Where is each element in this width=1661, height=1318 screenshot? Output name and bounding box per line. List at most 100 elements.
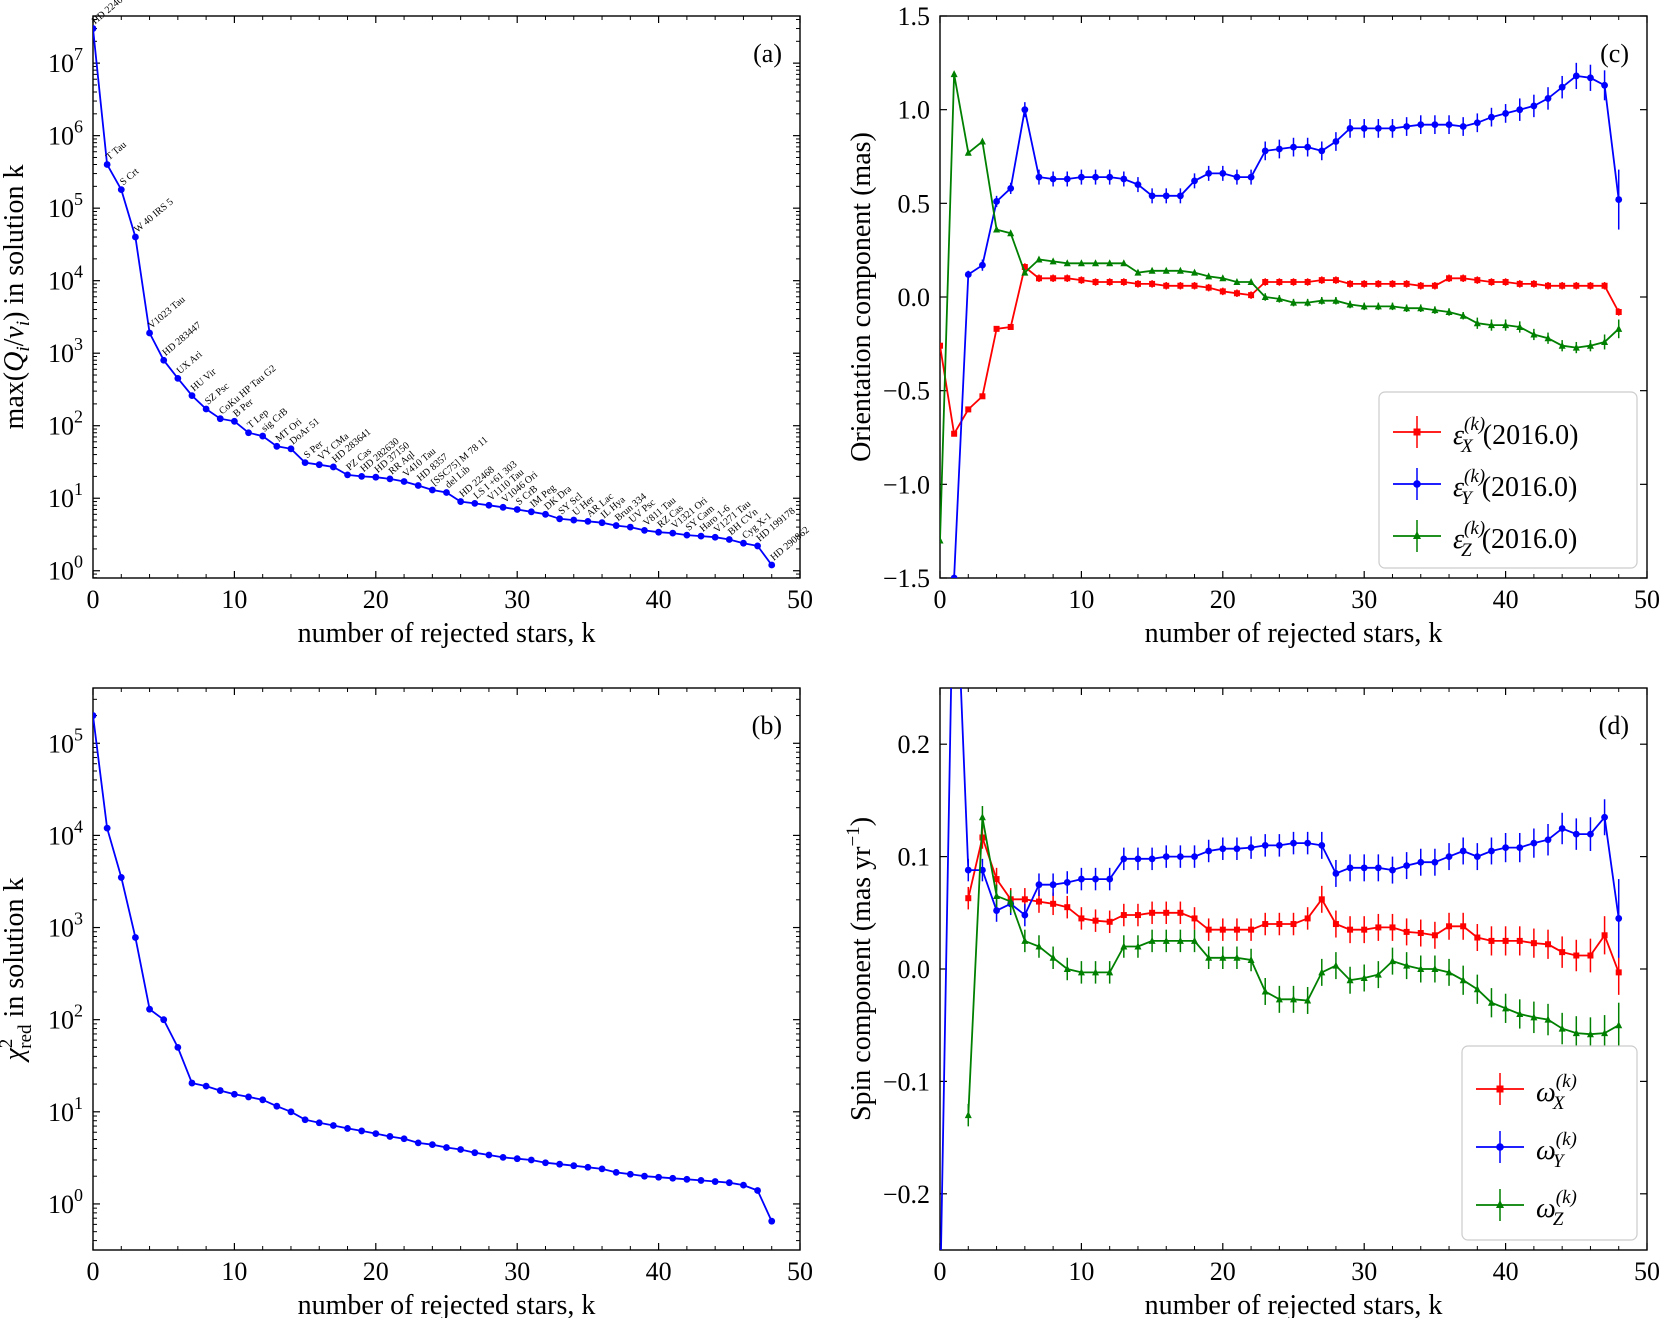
x-tick-label: 20 xyxy=(1210,1257,1236,1286)
data-point xyxy=(1403,304,1411,312)
data-point xyxy=(1219,953,1227,961)
y-tick-label: 0.2 xyxy=(898,730,931,759)
axes-frame xyxy=(92,687,801,1251)
data-point xyxy=(414,1139,422,1147)
data-point xyxy=(754,1187,761,1194)
data-point xyxy=(1262,921,1269,928)
x-tick-label: 20 xyxy=(363,1257,389,1286)
y-tick-label: 106 xyxy=(48,117,83,151)
data-point xyxy=(1247,844,1255,852)
data-point xyxy=(1007,184,1015,192)
data-point xyxy=(1007,229,1015,237)
x-tick-label: 40 xyxy=(1493,585,1519,614)
data-point xyxy=(1502,937,1509,944)
data-point xyxy=(1092,259,1100,267)
data-point xyxy=(1516,322,1524,330)
plot-area xyxy=(940,688,1623,1250)
data-point xyxy=(1248,292,1255,299)
data-point xyxy=(1530,330,1538,338)
legend-sub: Z xyxy=(1553,1209,1564,1230)
plot-area xyxy=(93,25,776,569)
y-tick-label: 105 xyxy=(48,189,83,223)
data-point xyxy=(1191,177,1198,185)
data-point xyxy=(1007,897,1015,905)
data-point xyxy=(669,1174,677,1182)
x-tick-label: 20 xyxy=(1210,585,1236,614)
data-point xyxy=(1262,279,1269,286)
data-point xyxy=(964,866,972,874)
data-point xyxy=(1035,173,1043,181)
panel-label: (a) xyxy=(753,39,782,68)
legend-sub: Y xyxy=(1461,488,1474,509)
data-point xyxy=(1516,844,1524,852)
data-point xyxy=(1092,279,1099,286)
data-point xyxy=(1332,277,1339,284)
data-point xyxy=(965,895,972,902)
data-point xyxy=(1474,934,1481,941)
data-point xyxy=(1021,936,1029,944)
data-point xyxy=(1247,173,1255,181)
data-point xyxy=(400,1135,408,1143)
data-point xyxy=(1304,839,1312,847)
y-tick-base: 10 xyxy=(48,729,74,758)
data-point xyxy=(1078,915,1085,922)
x-tick-label: 0 xyxy=(934,585,947,614)
data-point xyxy=(1615,1021,1623,1029)
legend-label: ε(k) Y (2016.0) xyxy=(1453,466,1577,509)
legend-label: ω(k) Z xyxy=(1536,1187,1577,1230)
y-tick-base: 10 xyxy=(48,821,74,850)
x-tick-label: 0 xyxy=(87,1257,100,1286)
y-tick-label: −0.2 xyxy=(883,1180,930,1209)
data-point xyxy=(1035,255,1043,263)
data-point xyxy=(1233,290,1240,297)
data-point xyxy=(993,907,1000,914)
data-point xyxy=(978,813,986,821)
data-point xyxy=(1149,280,1156,287)
legend: ω(k) Xω(k) Yω(k) Z xyxy=(1461,1045,1638,1241)
legend-marker xyxy=(1413,480,1421,488)
legend-sub: Y xyxy=(1553,1151,1566,1172)
panel-label: (b) xyxy=(752,711,782,740)
data-point xyxy=(1050,900,1057,907)
data-point xyxy=(1488,937,1495,944)
ylabel-part: max( xyxy=(0,372,30,430)
data-point xyxy=(1417,121,1425,129)
data-point xyxy=(1063,965,1071,972)
data-point xyxy=(174,374,182,382)
data-point xyxy=(93,712,97,719)
legend-sup: (k) xyxy=(1556,1071,1577,1092)
x-tick-label: 30 xyxy=(1351,1257,1377,1286)
data-point xyxy=(1106,918,1113,925)
data-point xyxy=(1092,917,1099,924)
data-point xyxy=(1219,169,1227,177)
data-point xyxy=(1558,341,1566,349)
data-point xyxy=(993,876,1000,883)
y-axis-label: max(Qi/νi) in solution k xyxy=(0,165,34,430)
data-point xyxy=(202,405,210,413)
data-point xyxy=(1077,968,1085,976)
y-tick-exp: 1 xyxy=(74,479,83,499)
data-point xyxy=(1275,995,1283,1003)
data-point xyxy=(1205,272,1213,280)
data-point xyxy=(344,1125,351,1132)
plot-area xyxy=(940,62,1623,578)
data-point xyxy=(1332,296,1340,304)
ylabel-nu: ν xyxy=(0,326,30,339)
panel-label: (d) xyxy=(1599,711,1629,740)
data-point xyxy=(950,574,958,578)
data-point xyxy=(1445,307,1453,315)
x-tick-label: 20 xyxy=(363,585,389,614)
data-point xyxy=(329,1122,337,1129)
star-annotation: UX Ari xyxy=(175,349,205,377)
data-point xyxy=(1544,95,1552,102)
legend: ε(k) X (2016.0)ε(k) Y (2016.0)ε(k) Z (2016.0) xyxy=(1378,391,1638,569)
x-tick-label: 10 xyxy=(1068,585,1094,614)
data-point xyxy=(940,536,944,544)
x-tick-label: 40 xyxy=(1493,1257,1519,1286)
data-point xyxy=(1530,839,1538,847)
data-point xyxy=(1403,961,1411,969)
data-point xyxy=(1558,1024,1566,1032)
ylabel-pre: Spin component (mas yr xyxy=(846,846,877,1121)
star-annotation: S Crt xyxy=(118,166,141,188)
data-point xyxy=(1275,145,1283,153)
